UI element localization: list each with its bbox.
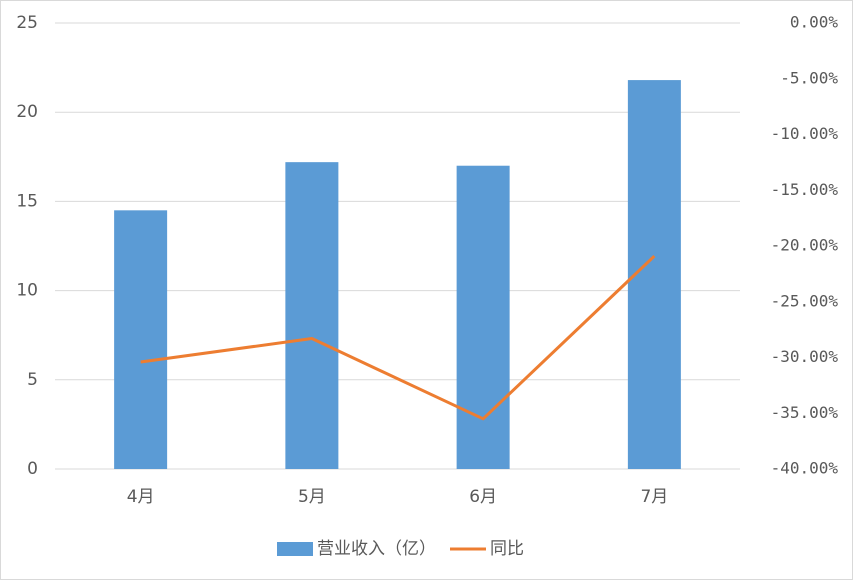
x-tick-label: 6月 xyxy=(469,487,497,507)
y-tick-label: 5 xyxy=(27,370,38,390)
bar xyxy=(285,162,339,470)
legend-swatch xyxy=(277,542,313,556)
line xyxy=(140,254,656,421)
y2-tick-label: -10.00% xyxy=(771,124,839,143)
y2-tick-label: -25.00% xyxy=(771,291,839,310)
y2-tick-label: -35.00% xyxy=(771,403,839,422)
y-tick-label: 15 xyxy=(16,191,38,211)
y-tick-label: 0 xyxy=(27,459,38,479)
bar xyxy=(456,165,510,469)
y-tick-label: 10 xyxy=(16,281,38,301)
legend-label: 营业收入（亿） xyxy=(317,539,436,559)
y-tick-label: 20 xyxy=(16,102,38,122)
bar xyxy=(114,210,168,469)
x-tick-label: 4月 xyxy=(127,487,155,507)
y2-tick-label: -20.00% xyxy=(771,236,839,255)
legend-label: 同比 xyxy=(490,539,524,559)
y-tick-label: 25 xyxy=(16,13,38,33)
y2-tick-label: -40.00% xyxy=(771,459,839,478)
y2-tick-label: -30.00% xyxy=(771,347,839,366)
y2-tick-label: -5.00% xyxy=(780,68,838,87)
x-tick-label: 7月 xyxy=(640,487,668,507)
y2-tick-label: 0.00% xyxy=(790,13,839,32)
y2-tick-label: -15.00% xyxy=(771,180,839,199)
x-tick-label: 5月 xyxy=(298,487,326,507)
